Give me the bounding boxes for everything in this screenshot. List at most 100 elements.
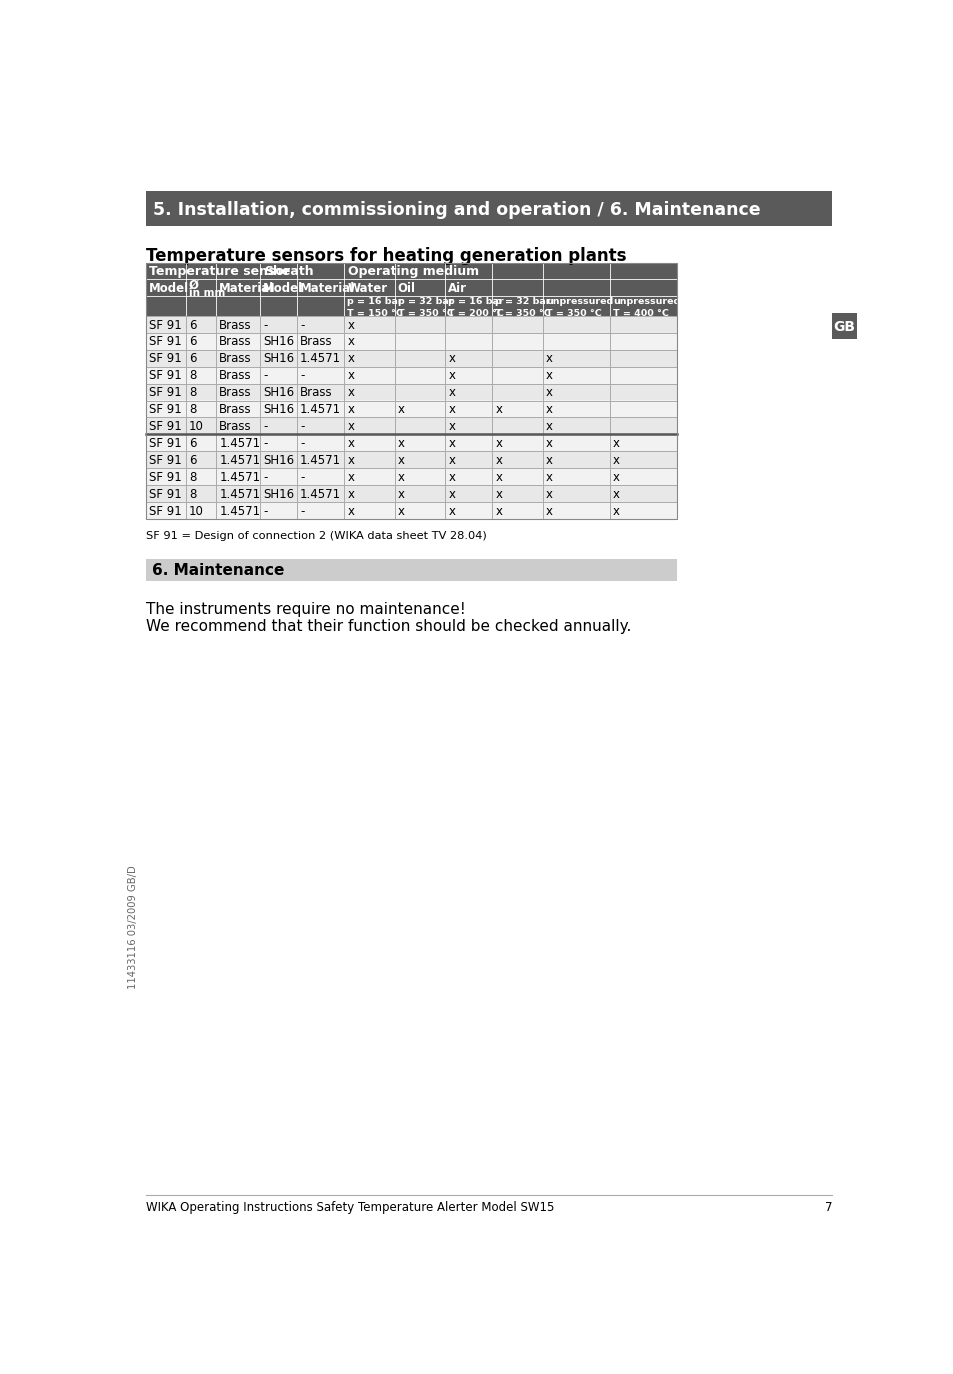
Text: 1.4571: 1.4571 xyxy=(219,471,260,484)
Text: p = 32 bar
T = 350 °C: p = 32 bar T = 350 °C xyxy=(397,297,453,317)
Text: x: x xyxy=(397,504,404,518)
Text: x: x xyxy=(495,488,502,502)
Text: x: x xyxy=(545,453,552,467)
Text: x: x xyxy=(347,403,354,416)
Bar xyxy=(146,383,677,400)
Text: Operating medium: Operating medium xyxy=(348,265,478,279)
Text: x: x xyxy=(448,370,455,382)
Text: Air: Air xyxy=(448,282,467,294)
Text: x: x xyxy=(448,453,455,467)
Text: 8: 8 xyxy=(189,488,196,502)
Bar xyxy=(146,559,677,581)
Text: Brass: Brass xyxy=(219,420,252,433)
Text: p = 16 bar
T = 150 °C: p = 16 bar T = 150 °C xyxy=(347,297,403,317)
Text: x: x xyxy=(495,471,502,484)
Text: x: x xyxy=(347,488,354,502)
Text: x: x xyxy=(448,352,455,365)
Bar xyxy=(146,400,677,418)
Text: 6: 6 xyxy=(189,437,196,451)
Text: x: x xyxy=(347,335,354,349)
Text: Brass: Brass xyxy=(219,319,252,331)
Text: SH16: SH16 xyxy=(263,403,294,416)
Text: 1.4571: 1.4571 xyxy=(219,504,260,518)
Text: -: - xyxy=(263,471,267,484)
Bar xyxy=(146,485,677,502)
Text: -: - xyxy=(263,420,267,433)
Text: SF 91: SF 91 xyxy=(149,386,181,400)
Text: SF 91: SF 91 xyxy=(149,420,181,433)
Text: 1.4571: 1.4571 xyxy=(300,488,341,502)
Text: -: - xyxy=(300,437,304,451)
Bar xyxy=(146,469,677,485)
Text: SF 91: SF 91 xyxy=(149,471,181,484)
Bar xyxy=(146,502,677,519)
Bar xyxy=(831,313,856,339)
Text: unpressured
T = 350 °C: unpressured T = 350 °C xyxy=(545,297,613,317)
Bar xyxy=(146,264,677,519)
Text: 10: 10 xyxy=(189,420,204,433)
Text: x: x xyxy=(448,420,455,433)
Text: x: x xyxy=(448,403,455,416)
Text: x: x xyxy=(545,437,552,451)
Text: x: x xyxy=(613,504,619,518)
Text: x: x xyxy=(545,420,552,433)
Text: -: - xyxy=(300,471,304,484)
Text: x: x xyxy=(448,471,455,484)
Text: Brass: Brass xyxy=(219,370,252,382)
Text: x: x xyxy=(545,488,552,502)
Bar xyxy=(146,316,677,333)
Text: 1.4571: 1.4571 xyxy=(219,453,260,467)
Text: unpressured
T = 400 °C: unpressured T = 400 °C xyxy=(613,297,679,317)
Text: x: x xyxy=(397,403,404,416)
Text: Brass: Brass xyxy=(219,335,252,349)
Text: 8: 8 xyxy=(189,403,196,416)
Text: x: x xyxy=(613,471,619,484)
Text: SF 91: SF 91 xyxy=(149,453,181,467)
Text: x: x xyxy=(495,403,502,416)
Text: x: x xyxy=(397,471,404,484)
Text: x: x xyxy=(397,437,404,451)
Text: 1.4571: 1.4571 xyxy=(219,437,260,451)
Text: -: - xyxy=(300,370,304,382)
Text: Brass: Brass xyxy=(219,352,252,365)
Text: x: x xyxy=(347,453,354,467)
Text: SH16: SH16 xyxy=(263,386,294,400)
Text: x: x xyxy=(397,488,404,502)
Text: SF 91: SF 91 xyxy=(149,370,181,382)
Text: 1.4571: 1.4571 xyxy=(300,352,341,365)
Text: x: x xyxy=(545,471,552,484)
Text: SH16: SH16 xyxy=(263,352,294,365)
Text: -: - xyxy=(263,437,267,451)
Text: Brass: Brass xyxy=(219,386,252,400)
Text: SH16: SH16 xyxy=(263,488,294,502)
Bar xyxy=(146,434,677,451)
Text: Material: Material xyxy=(300,282,355,294)
Text: Model: Model xyxy=(263,282,303,294)
Text: Ø: Ø xyxy=(189,279,199,291)
Text: 1.4571: 1.4571 xyxy=(300,453,341,467)
Text: SF 91 = Design of connection 2 (WIKA data sheet TV 28.04): SF 91 = Design of connection 2 (WIKA dat… xyxy=(146,530,486,541)
Text: -: - xyxy=(300,420,304,433)
Text: 5. Installation, commissioning and operation / 6. Maintenance: 5. Installation, commissioning and opera… xyxy=(153,201,760,218)
Text: x: x xyxy=(495,437,502,451)
Text: The instruments require no maintenance!: The instruments require no maintenance! xyxy=(146,602,465,617)
Text: -: - xyxy=(263,504,267,518)
Text: x: x xyxy=(448,386,455,400)
Text: p = 16 bar
T = 200 °C: p = 16 bar T = 200 °C xyxy=(448,297,503,317)
Text: 6: 6 xyxy=(189,335,196,349)
Text: 11433116 03/2009 GB/D: 11433116 03/2009 GB/D xyxy=(128,866,138,989)
Text: x: x xyxy=(448,504,455,518)
Text: SF 91: SF 91 xyxy=(149,488,181,502)
Text: x: x xyxy=(613,437,619,451)
Text: 8: 8 xyxy=(189,471,196,484)
Bar xyxy=(146,333,677,349)
Text: x: x xyxy=(397,453,404,467)
Text: x: x xyxy=(347,352,354,365)
Text: x: x xyxy=(495,504,502,518)
Text: Temperature sensor: Temperature sensor xyxy=(150,265,290,279)
Text: Oil: Oil xyxy=(397,282,416,294)
Text: 6: 6 xyxy=(189,352,196,365)
Text: SF 91: SF 91 xyxy=(149,335,181,349)
Bar xyxy=(146,191,831,227)
Text: 6: 6 xyxy=(189,319,196,331)
